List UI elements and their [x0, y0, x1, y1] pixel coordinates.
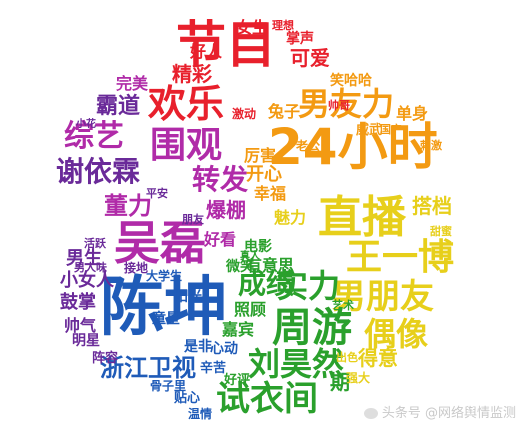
- word-zhenren: 真人: [240, 251, 260, 262]
- word-shuaige: 帅哥: [328, 99, 350, 112]
- word-xieyilin: 谢依霖: [56, 155, 141, 188]
- word-pingan: 平安: [146, 187, 168, 200]
- word-shifei: 是非: [184, 339, 212, 355]
- word-jiedi: 接地: [124, 261, 149, 275]
- word-lihai: 厉害: [244, 146, 277, 165]
- word-zhangsheng: 掌声: [286, 31, 314, 47]
- word-wulei: 吴磊: [114, 216, 206, 270]
- word-chenkun: 陈坤: [100, 271, 228, 345]
- word-badao: 霸道: [96, 94, 141, 119]
- word-nanyouli: 男友力: [298, 85, 395, 123]
- word-xingfu: 幸福: [254, 184, 287, 203]
- word-nanrenwei: 男人味: [74, 261, 107, 274]
- word-huanle: 欢乐: [148, 82, 225, 126]
- word-zhouyou: 周游: [272, 305, 352, 351]
- word-weiwu: 威武: [356, 123, 383, 138]
- word-haoren: 好人: [190, 42, 223, 61]
- word-guochan: 国产: [380, 123, 402, 136]
- word-keai: 可爱: [290, 46, 330, 70]
- word-xinku: 辛苦: [200, 361, 227, 376]
- word-qiangda: 强大: [346, 371, 371, 385]
- word-liuhaoran: 刘昊然: [248, 345, 345, 383]
- watermark: 头条号 @网络舆情监测: [363, 402, 516, 421]
- word-tiexin: 贴心: [174, 391, 201, 406]
- word-jingcai: 精彩: [172, 62, 212, 86]
- word-yishu: 艺术: [332, 299, 354, 312]
- word-weiguan: 围观: [150, 125, 223, 166]
- word-weixiao: 微笑: [226, 259, 254, 275]
- word-24hours: 24小时: [268, 118, 438, 176]
- word-huoyue: 活跃: [84, 237, 106, 250]
- word-deyi: 得意: [358, 346, 398, 370]
- weibo-logo-icon: [363, 408, 378, 419]
- word-haokan: 好看: [204, 230, 237, 249]
- word-pengyou: 朋友: [182, 213, 204, 226]
- word-nusheng: 女生: [236, 18, 269, 37]
- word-xiaohua: 小花: [76, 119, 96, 130]
- word-tongxing: 童星: [152, 311, 180, 327]
- word-shuaiqi: 帅气: [64, 316, 97, 335]
- word-zhenrong: 阵容: [92, 351, 119, 366]
- word-wangyibo: 王一博: [346, 237, 455, 278]
- word-haoping: 好评: [224, 373, 251, 388]
- word-jiabin: 嘉宾: [222, 320, 255, 339]
- word-kaixin: 开心: [246, 164, 282, 185]
- word-ouxiang: 偶像: [364, 315, 429, 353]
- word-guzhang: 鼓掌: [60, 292, 96, 313]
- word-baopeng: 爆棚: [206, 198, 246, 222]
- word-wanmei: 完美: [116, 74, 149, 93]
- word-shili: 实力: [276, 267, 341, 305]
- word-jiemu: 节目: [176, 16, 276, 74]
- word-dadang: 搭档: [412, 194, 452, 218]
- word-chengji: 成绩: [238, 267, 295, 300]
- word-chuse: 出色: [336, 351, 358, 364]
- word-lixiang: 理想: [272, 19, 294, 32]
- word-mingxing: 明星: [72, 333, 100, 349]
- word-zhejiangweishi: 浙江卫视: [100, 354, 196, 382]
- word-tianmi: 甜蜜: [430, 225, 452, 238]
- word-zongyi: 综艺: [64, 119, 124, 154]
- word-nanpengyou: 男朋友: [332, 277, 434, 317]
- word-xindong: 心动: [210, 341, 238, 357]
- word-guzili: 骨子里: [150, 379, 187, 393]
- word-dianying: 电影: [244, 239, 272, 255]
- word-zhibo: 直播: [318, 192, 406, 243]
- word-jidong: 激动: [232, 107, 257, 121]
- word-daxuesheng: 大学生: [146, 269, 183, 283]
- word-yangguang: 阳光: [174, 289, 202, 305]
- word-wenqing: 温情: [188, 407, 213, 421]
- word-qi: 期: [330, 370, 350, 394]
- word-youyisi: 有意思: [246, 256, 295, 275]
- word-tuzi: 兔子: [268, 102, 301, 121]
- word-ciji: 刺激: [420, 139, 442, 152]
- word-zhuanfa: 转发: [192, 163, 249, 196]
- word-nansheng: 男生: [66, 248, 102, 269]
- word-shiyijian: 试衣间: [216, 379, 318, 419]
- word-zhaogu: 照顾: [234, 300, 267, 319]
- word-danshen: 单身: [396, 104, 429, 123]
- watermark-text: 头条号 @网络舆情监测: [381, 406, 516, 421]
- word-dongli: 董力: [104, 192, 152, 220]
- word-meili: 魅力: [274, 208, 307, 227]
- word-xiaonuren: 小女人: [60, 270, 114, 291]
- word-laogong: 老公: [296, 139, 321, 153]
- word-xiaohaha: 笑哈哈: [330, 73, 372, 89]
